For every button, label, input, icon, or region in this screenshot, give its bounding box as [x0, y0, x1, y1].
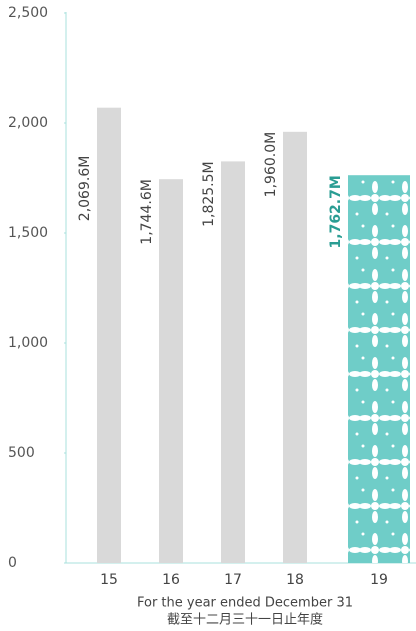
value-label: 1,960.0M [263, 132, 279, 198]
value-label: 1,825.5M [201, 161, 217, 227]
bar [97, 107, 121, 564]
x-axis-title: For the year ended December 31 [137, 596, 353, 611]
y-tick-label: 2,500 [8, 5, 48, 21]
x-tick-label: 16 [162, 572, 180, 588]
bar [283, 131, 307, 564]
x-tick-label: 19 [370, 572, 388, 588]
y-tick-label: 0 [8, 555, 17, 571]
x-tick-label: 15 [100, 572, 118, 588]
x-axis-title: 截至十二月三十一日止年度 [167, 612, 323, 628]
x-tick-label: 18 [286, 572, 304, 588]
y-tick-label: 2,000 [8, 115, 48, 131]
x-tick-label: 17 [224, 572, 242, 588]
bar [221, 161, 245, 563]
y-tick-label: 1,000 [8, 335, 48, 351]
value-label: 1,744.6M [139, 179, 155, 245]
y-tick-label: 500 [8, 445, 35, 461]
bar-decoration [348, 175, 410, 563]
bar [159, 179, 183, 564]
y-tick-label: 1,500 [8, 225, 48, 241]
value-label: 2,069.6M [77, 156, 93, 222]
value-label: 1,762.7M [328, 175, 344, 248]
